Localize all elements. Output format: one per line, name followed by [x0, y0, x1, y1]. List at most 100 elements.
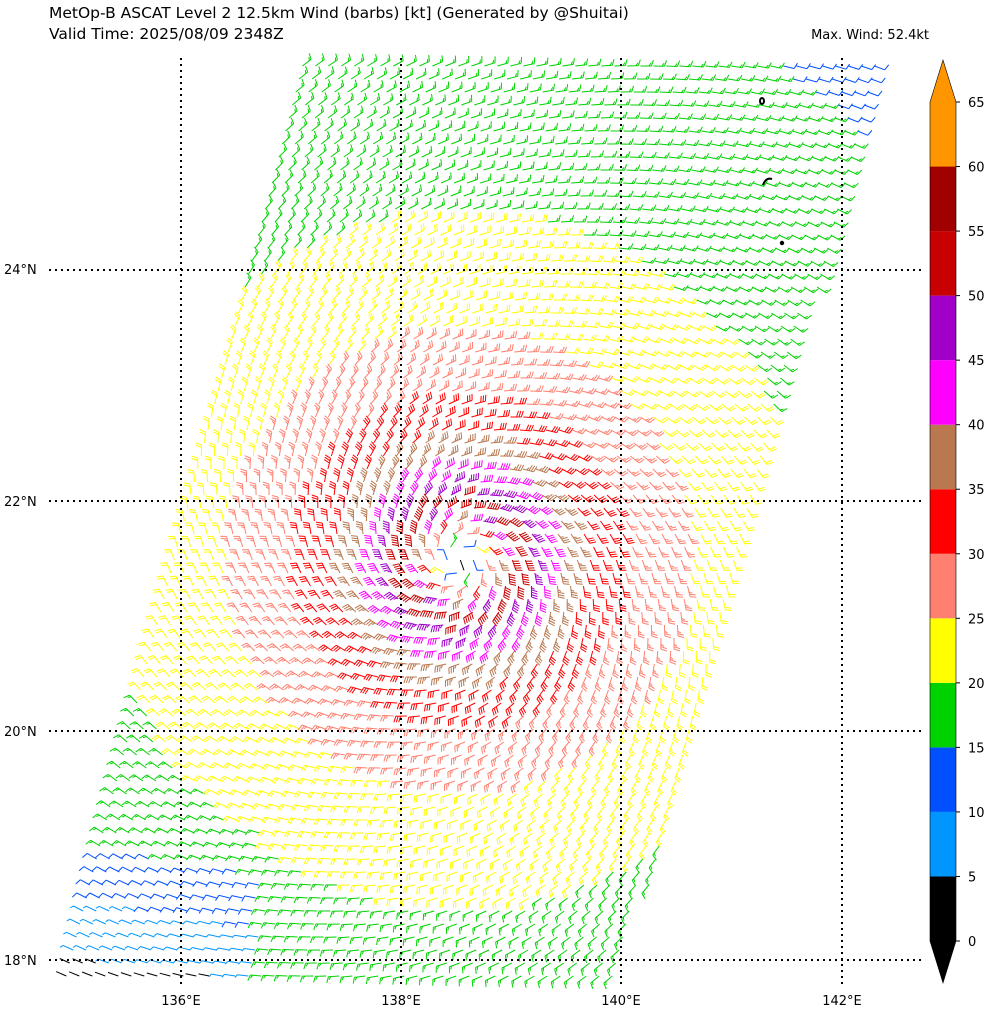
- wind-barb: [390, 313, 401, 327]
- wind-barb: [340, 402, 348, 418]
- wind-barb: [430, 832, 442, 843]
- wind-barb: [316, 247, 325, 262]
- wind-barb: [596, 281, 611, 289]
- wind-barb: [580, 242, 594, 249]
- wind-barb: [749, 194, 765, 200]
- wind-barb: [783, 364, 799, 373]
- wind-barb: [249, 481, 257, 496]
- wind-barb: [536, 832, 546, 846]
- wind-barb: [277, 856, 292, 864]
- wind-barb: [303, 298, 311, 314]
- wind-barb: [722, 598, 732, 611]
- wind-barb: [707, 455, 722, 465]
- wind-barb: [548, 650, 557, 666]
- wind-barb: [277, 602, 292, 613]
- wind-barb: [702, 324, 718, 332]
- wind-barb: [707, 153, 723, 160]
- wind-barb: [684, 192, 700, 199]
- wind-barb: [790, 338, 805, 346]
- wind-barb: [317, 698, 333, 705]
- wind-barb: [82, 852, 97, 860]
- wind-barb: [709, 598, 719, 612]
- wind-barb: [262, 481, 270, 496]
- wind-barb: [758, 312, 773, 320]
- wind-barb: [410, 754, 423, 764]
- wind-barb: [539, 819, 550, 833]
- wind-barb: [532, 425, 548, 433]
- wind-barb: [775, 194, 791, 201]
- wind-barb: [445, 405, 456, 418]
- wind-barb: [142, 721, 157, 730]
- wind-barb: [593, 189, 608, 197]
- wind-barb: [508, 213, 521, 223]
- wind-barb: [411, 184, 422, 197]
- wind-barb: [419, 923, 431, 934]
- wind-barb: [84, 892, 100, 899]
- wind-barb: [558, 123, 572, 132]
- wind-barb: [108, 800, 124, 808]
- wind-barb: [287, 764, 303, 771]
- wind-barb: [462, 910, 474, 922]
- wind-barb: [607, 137, 621, 145]
- wind-barb: [465, 897, 477, 909]
- wind-barb: [252, 337, 260, 353]
- wind-barb: [740, 127, 756, 134]
- wind-barb: [632, 191, 647, 198]
- wind-barb: [352, 260, 362, 275]
- wind-barb: [558, 426, 574, 434]
- wind-barb: [89, 932, 103, 938]
- wind-barb: [491, 382, 504, 392]
- wind-barb: [464, 133, 476, 145]
- wind-barb: [624, 72, 638, 80]
- wind-barb: [290, 195, 300, 210]
- graticule: [49, 58, 925, 985]
- wind-barb: [664, 754, 672, 770]
- wind-barb: [333, 549, 344, 561]
- wind-barb: [620, 85, 635, 93]
- wind-barb: [494, 317, 507, 327]
- wind-barb: [571, 481, 586, 489]
- wind-barb: [264, 246, 272, 262]
- wind-barb: [467, 420, 480, 431]
- wind-barb: [502, 546, 516, 557]
- wind-barb: [179, 880, 195, 887]
- wind-barb: [739, 533, 752, 545]
- wind-barb: [359, 549, 370, 561]
- wind-barb: [413, 689, 427, 698]
- wind-barb: [264, 803, 280, 811]
- wind-barb: [187, 748, 202, 756]
- wind-barb: [379, 106, 390, 119]
- wind-barb: [492, 845, 504, 858]
- wind-barb: [787, 299, 803, 307]
- wind-barb: [514, 962, 525, 975]
- wind-barb: [256, 324, 264, 340]
- wind-barb: [218, 828, 234, 835]
- wind-barb: [791, 234, 807, 241]
- wind-barb: [456, 884, 468, 896]
- wind-barb: [112, 787, 127, 795]
- wind-barb: [261, 259, 269, 275]
- wind-barb: [257, 455, 265, 470]
- wind-barb: [294, 737, 310, 745]
- wind-barb: [425, 81, 437, 93]
- wind-barb: [482, 936, 493, 948]
- wind-barb: [336, 936, 350, 944]
- wind-barb: [452, 949, 464, 961]
- wind-barb: [390, 728, 404, 736]
- wind-barb: [111, 840, 127, 847]
- wind-barb: [576, 307, 591, 315]
- wind-barb: [519, 70, 532, 80]
- wind-barb: [515, 491, 531, 500]
- wind-barb: [692, 61, 707, 68]
- wind-barb: [579, 294, 594, 302]
- wind-barb: [553, 637, 561, 653]
- wind-barb: [446, 923, 457, 935]
- wind-barb: [120, 972, 132, 977]
- wind-barb: [458, 676, 470, 688]
- wind-barb: [489, 663, 499, 678]
- wind-barb: [686, 637, 694, 652]
- wind-barb: [552, 453, 567, 461]
- wind-barb: [578, 728, 586, 744]
- wind-barb: [546, 372, 561, 380]
- wind-barb: [382, 910, 396, 920]
